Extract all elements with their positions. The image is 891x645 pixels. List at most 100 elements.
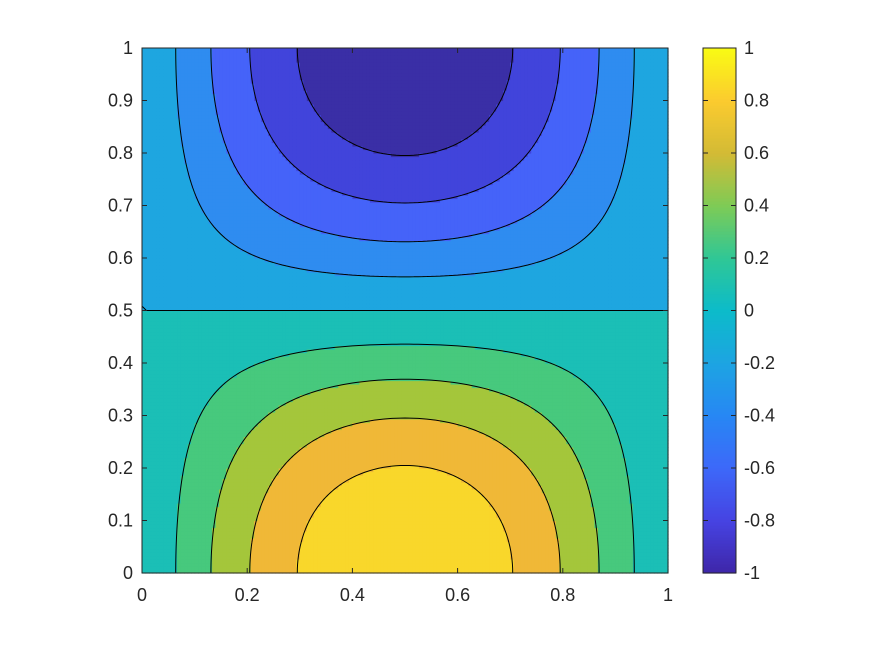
contour-cell — [215, 489, 220, 494]
contour-cell — [149, 527, 154, 532]
contour-cell — [236, 51, 241, 56]
contour-cell — [166, 254, 171, 259]
contour-cell — [170, 205, 175, 210]
contour-cell — [250, 426, 255, 431]
contour-cell — [212, 461, 217, 466]
contour-cell — [149, 387, 154, 392]
contour-cell — [205, 226, 210, 231]
contour-cell — [205, 254, 210, 259]
contour-cell — [226, 177, 231, 182]
contour-cell — [145, 293, 150, 298]
contour-cell — [142, 261, 147, 266]
contour-cell — [187, 58, 192, 63]
contour-cell — [250, 251, 255, 256]
contour-cell — [170, 373, 175, 378]
contour-cell — [247, 279, 252, 284]
contour-cell — [219, 345, 224, 350]
contour-cell — [247, 569, 252, 574]
contour-cell — [236, 300, 241, 305]
contour-cell — [219, 268, 224, 273]
contour-cell — [226, 279, 231, 284]
contour-cell — [149, 167, 154, 172]
contour-cell — [236, 555, 241, 560]
contour-cell — [222, 422, 227, 427]
contour-cell — [222, 324, 227, 329]
contour-cell — [142, 135, 147, 140]
contour-cell — [149, 100, 154, 105]
contour-cell — [219, 510, 224, 515]
contour-cell — [163, 548, 168, 553]
contour-cell — [205, 569, 210, 574]
contour-cell — [257, 555, 262, 560]
contour-cell — [145, 496, 150, 501]
contour-cell — [233, 527, 238, 532]
contour-cell — [254, 496, 259, 501]
contour-cell — [152, 478, 157, 483]
contour-cell — [236, 254, 241, 259]
contour-cell — [177, 562, 182, 567]
contour-cell — [250, 212, 255, 217]
contour-cell — [229, 401, 234, 406]
contour-cell — [222, 489, 227, 494]
contour-cell — [194, 244, 199, 249]
contour-cell — [152, 317, 157, 322]
contour-cell — [205, 240, 210, 245]
contour-cell — [166, 244, 171, 249]
contour-cell — [187, 72, 192, 77]
contour-cell — [198, 468, 203, 473]
contour-cell — [180, 380, 185, 385]
contour-cell — [177, 76, 182, 81]
contour-cell — [205, 429, 210, 434]
contour-cell — [163, 65, 168, 70]
contour-cell — [159, 163, 164, 168]
contour-cell — [163, 517, 168, 522]
contour-cell — [166, 135, 171, 140]
contour-cell — [184, 261, 189, 266]
contour-cell — [229, 443, 234, 448]
contour-cell — [212, 471, 217, 476]
contour-cell — [222, 405, 227, 410]
contour-cell — [145, 286, 150, 291]
contour-cell — [226, 349, 231, 354]
contour-cell — [166, 380, 171, 385]
contour-cell — [233, 261, 238, 266]
contour-cell — [226, 303, 231, 308]
contour-cell — [236, 114, 241, 119]
contour-cell — [229, 373, 234, 378]
contour-cell — [191, 436, 196, 441]
contour-cell — [201, 359, 206, 364]
contour-cell — [229, 132, 234, 137]
contour-cell — [191, 555, 196, 560]
contour-cell — [226, 419, 231, 424]
contour-cell — [177, 160, 182, 165]
contour-cell — [247, 363, 252, 368]
contour-cell — [166, 55, 171, 60]
contour-cell — [166, 114, 171, 119]
contour-cell — [159, 153, 164, 158]
contour-cell — [250, 408, 255, 413]
contour-cell — [177, 408, 182, 413]
contour-cell — [215, 317, 220, 322]
contour-cell — [233, 559, 238, 564]
contour-cell — [159, 307, 164, 312]
contour-cell — [173, 170, 178, 175]
contour-cell — [250, 100, 255, 105]
contour-cell — [142, 90, 147, 95]
contour-cell — [250, 128, 255, 133]
contour-cell — [233, 48, 238, 53]
contour-cell — [159, 244, 164, 249]
contour-cell — [149, 345, 154, 350]
contour-cell — [215, 93, 220, 98]
contour-cell — [215, 107, 220, 112]
contour-cell — [177, 79, 182, 84]
contour-cell — [254, 275, 259, 280]
contour-cell — [240, 303, 245, 308]
contour-cell — [215, 373, 220, 378]
contour-cell — [187, 153, 192, 158]
contour-cell — [191, 132, 196, 137]
contour-cell — [152, 531, 157, 536]
contour-cell — [156, 202, 161, 207]
contour-cell — [177, 363, 182, 368]
contour-cell — [194, 531, 199, 536]
contour-cell — [159, 335, 164, 340]
